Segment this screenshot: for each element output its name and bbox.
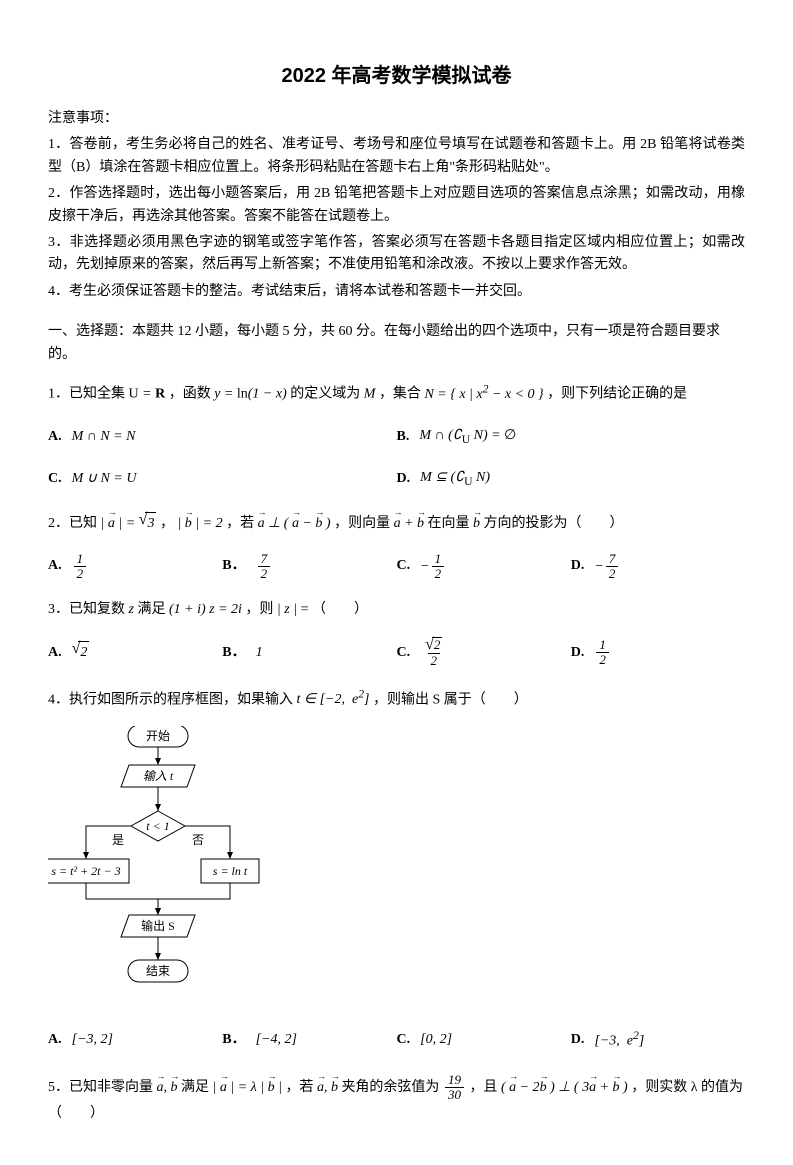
instructions-heading: 注意事项：	[48, 108, 745, 130]
q2-m4: 方向的投影为（ ）	[484, 516, 624, 531]
q1-c-val: M ∪ N = U	[72, 468, 137, 490]
q4-b-val: [−4, 2]	[256, 1029, 297, 1051]
question-1: 1．已知全集 U = R ，函数 y = ln(1 − x) 的定义域为 M ，…	[48, 380, 745, 406]
q1-text: 1．已知全集	[48, 387, 129, 402]
q1-b-val: M ∩ (∁U N) = ∅	[419, 425, 516, 449]
svg-text:是: 是	[112, 833, 124, 847]
q4-c-label: C.	[397, 1029, 411, 1051]
q1-M: M	[364, 387, 376, 402]
q5-m2: ，若	[285, 1080, 317, 1095]
svg-text:否: 否	[192, 833, 204, 847]
q3-option-b: B． 1	[222, 632, 396, 674]
instruction-1: 1．答卷前，考生务必将自己的姓名、准考证号、考场号和座位号填写在试题卷和答题卡上…	[48, 134, 745, 179]
q4-c-val: [0, 2]	[420, 1029, 452, 1051]
q2-c1: ，	[160, 516, 174, 531]
q1-a-label: A.	[48, 426, 62, 448]
q4-a-label: A.	[48, 1029, 62, 1051]
instruction-3: 3．非选择题必须用黑色字迹的钢笔或签字笔作答，答案必须写在答题卡各题目指定区域内…	[48, 232, 745, 277]
q4-d-val: [−3, e2]	[594, 1027, 644, 1053]
q2-option-a: A. 12	[48, 545, 222, 587]
svg-text:输出 S: 输出 S	[141, 918, 175, 933]
q1-post: ，则下列结论正确的是	[547, 387, 687, 402]
q3-b-label: B．	[222, 642, 245, 664]
q1-a-val: M ∩ N = N	[72, 426, 136, 448]
q3-option-c: C. √22	[397, 632, 571, 674]
q1-mid2: 的定义域为	[290, 387, 364, 402]
q2-option-b: B． 72	[222, 545, 396, 587]
q1-options: A. M ∩ N = N B. M ∩ (∁U N) = ∅ C. M ∪ N …	[48, 416, 745, 500]
svg-text:s = t² + 2t − 3: s = t² + 2t − 3	[51, 864, 120, 878]
svg-text:s = ln t: s = ln t	[213, 864, 248, 878]
q4-option-d: D. [−3, e2]	[571, 1019, 745, 1061]
q2-options: A. 12 B． 72 C. −12 D. −72	[48, 545, 745, 587]
q2-d-label: D.	[571, 555, 585, 577]
q2-pre: 2．已知	[48, 516, 101, 531]
q3-eq: (1 + i) z = 2i	[169, 602, 242, 617]
svg-text:开始: 开始	[146, 729, 170, 743]
q1-option-a: A. M ∩ N = N	[48, 416, 397, 458]
q3-d-label: D.	[571, 642, 585, 664]
svg-text:输入 t: 输入 t	[143, 769, 174, 783]
q2-m1: ，若	[226, 516, 258, 531]
q3-m2: ，则	[245, 602, 277, 617]
q3-b-val: 1	[256, 642, 263, 664]
q2-c-label: C.	[397, 555, 411, 577]
q2-option-d: D. −72	[571, 545, 745, 587]
q3-m3: = （ ）	[301, 602, 368, 617]
q5-m4: ，且	[469, 1080, 501, 1095]
q3-option-d: D. 12	[571, 632, 745, 674]
q5-pre: 5．已知非零向量	[48, 1080, 157, 1095]
q3-modz: | z |	[277, 602, 297, 617]
q1-N: N = { x | x2 − x < 0 }	[424, 387, 543, 402]
q1-option-c: C. M ∪ N = U	[48, 458, 397, 500]
q1-func: y = ln(1 − x)	[214, 387, 287, 402]
q2-a-label: A.	[48, 555, 62, 577]
q1-mid3: ，集合	[379, 387, 425, 402]
q4-options: A. [−3, 2] B． [−4, 2] C. [0, 2] D. [−3, …	[48, 1019, 745, 1061]
q1-U: U	[129, 387, 139, 402]
instruction-4: 4．考生必须保证答题卡的整洁。考试结束后，请将本试卷和答题卡一并交回。	[48, 281, 745, 303]
q2-m2: ，则向量	[334, 516, 394, 531]
section-1-heading: 一、选择题：本题共 12 小题，每小题 5 分，共 60 分。在每小题给出的四个…	[48, 321, 745, 366]
q1-b-label: B.	[397, 426, 410, 448]
q2-m3: 在向量	[428, 516, 474, 531]
q4-d-label: D.	[571, 1029, 585, 1051]
q1-mid1: ，函数	[169, 387, 215, 402]
q4-b-label: B．	[222, 1029, 245, 1051]
q5-m3: 夹角的余弦值为	[341, 1080, 443, 1095]
q2-b-label: B．	[222, 555, 245, 577]
q4-post: ，则输出 S 属于（ ）	[373, 692, 528, 707]
q4-option-a: A. [−3, 2]	[48, 1019, 222, 1061]
q3-pre: 3．已知复数	[48, 602, 129, 617]
q3-c-label: C.	[397, 642, 411, 664]
question-2: 2．已知 | →a | = √3 ， | →b | = 2 ，若 →a ⊥ ( …	[48, 512, 745, 535]
q4-flowchart: 开始输入 t t < 1 s = t² + 2t − 3 s = ln t 输出 S 结束…	[48, 726, 745, 1009]
q4-option-c: C. [0, 2]	[397, 1019, 571, 1061]
q5-m1: 满足	[181, 1080, 213, 1095]
q3-a-label: A.	[48, 642, 62, 664]
q4-option-b: B． [−4, 2]	[222, 1019, 396, 1061]
q1-c-label: C.	[48, 468, 62, 490]
q3-m1: 满足	[137, 602, 169, 617]
q1-option-b: B. M ∩ (∁U N) = ∅	[397, 416, 746, 458]
q4-range: t ∈ [−2, e2]	[297, 692, 370, 707]
q1-option-d: D. M ⊆ (∁U N)	[397, 458, 746, 500]
question-3: 3．已知复数 z 满足 (1 + i) z = 2i ，则 | z | = （ …	[48, 599, 745, 621]
svg-text:t < 1: t < 1	[146, 819, 169, 833]
question-4: 4．执行如图所示的程序框图，如果输入 t ∈ [−2, e2] ，则输出 S 属…	[48, 686, 745, 712]
q3-z: z	[129, 602, 134, 617]
question-5: 5．已知非零向量 →a, →b 满足 | →a | = λ | →b | ，若 …	[48, 1073, 745, 1125]
q4-pre: 4．执行如图所示的程序框图，如果输入	[48, 692, 297, 707]
q3-option-a: A. √2	[48, 632, 222, 674]
page-title: 2022 年高考数学模拟试卷	[48, 60, 745, 92]
q1-d-val: M ⊆ (∁U N)	[420, 467, 490, 491]
instruction-2: 2．作答选择题时，选出每小题答案后，用 2B 铅笔把答题卡上对应题目选项的答案信…	[48, 183, 745, 228]
q3-options: A. √2 B． 1 C. √22 D. 12	[48, 632, 745, 674]
svg-text:结束: 结束	[146, 964, 170, 978]
q1-d-label: D.	[397, 468, 411, 490]
q4-a-val: [−3, 2]	[72, 1029, 113, 1051]
q2-option-c: C. −12	[397, 545, 571, 587]
